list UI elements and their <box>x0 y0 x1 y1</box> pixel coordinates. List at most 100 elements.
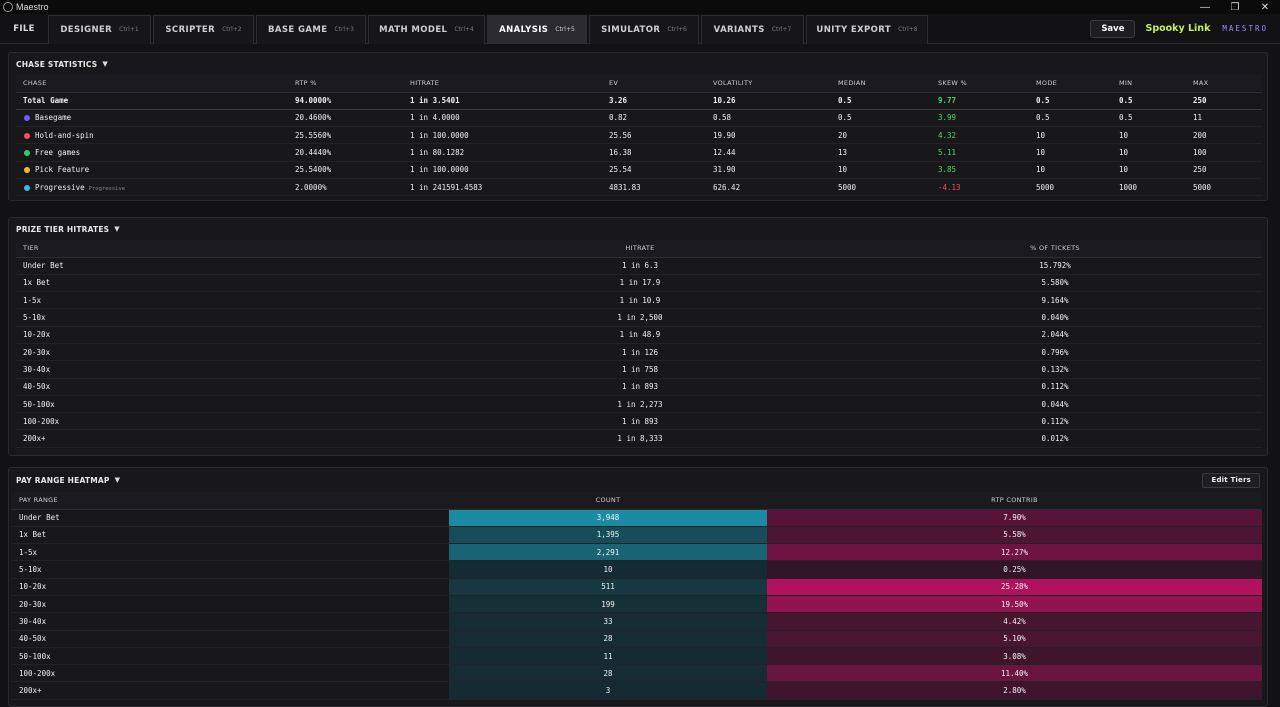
tab-shortcut: Ctrl+3 <box>334 26 354 33</box>
table-cell: 25.54 <box>602 161 706 179</box>
column-header[interactable]: HITRATE <box>403 75 602 93</box>
rtp-heat-cell: 7.90% <box>767 509 1262 527</box>
column-header[interactable]: SKEW % <box>931 75 1029 93</box>
chase-row[interactable]: Progressive Progressive 2.0000% 1 in 241591… <box>16 178 1262 197</box>
count-heat-cell: 11 <box>449 647 767 666</box>
table-cell: 16.38 <box>602 143 706 162</box>
table-cell: 1 in 17.9 <box>432 274 848 293</box>
table-cell: 10 <box>1029 143 1112 162</box>
table-cell: 1000 <box>1112 178 1186 197</box>
tab-designer[interactable]: DESIGNER Ctrl+1 <box>48 14 151 44</box>
column-header[interactable]: HITRATE <box>432 240 848 258</box>
prize-tier-panel: PRIZE TIER HITRATES ▼ TIER HITRATE% OF TI… <box>8 217 1268 456</box>
chase-row[interactable]: Hold-and-spin 25.5560% 1 in 100.0000 25.56 1… <box>16 126 1262 145</box>
table-cell: 11 <box>1186 109 1262 128</box>
column-header[interactable]: MEDIAN <box>831 75 931 93</box>
tab-shortcut: Ctrl+4 <box>454 26 474 33</box>
table-cell: 2.0000% <box>288 178 403 197</box>
tier-row: 5-10x 1 in 2,500 0.040% <box>16 308 1262 327</box>
table-cell: 1x Bet <box>16 274 432 293</box>
table-cell: 1 in 100.0000 <box>403 126 602 145</box>
table-cell: 100-200x <box>16 412 432 431</box>
column-header[interactable]: RTP CONTRIB <box>767 492 1262 510</box>
rtp-heat-cell: 5.10% <box>767 630 1262 648</box>
table-cell: 0.5 <box>1112 109 1186 128</box>
table-cell: 1 in 80.1282 <box>403 143 602 162</box>
chase-statistics-header[interactable]: CHASE STATISTICS ▼ <box>9 53 1267 75</box>
pay-range-cell: 50-100x <box>12 647 449 666</box>
tab-scripter[interactable]: SCRIPTER Ctrl+2 <box>153 14 254 44</box>
tab-variants[interactable]: VARIANTS Ctrl+7 <box>701 14 804 44</box>
series-color-dot <box>24 184 30 191</box>
chase-name-cell: Progressive Progressive <box>16 178 288 197</box>
count-heat-cell: 28 <box>449 630 767 648</box>
pay-range-cell: 10-20x <box>12 578 449 596</box>
pay-range-cell: 40-50x <box>12 630 449 648</box>
chase-tag: Progressive <box>88 185 126 192</box>
count-heat-cell: 28 <box>449 664 767 683</box>
edit-tiers-button[interactable]: Edit Tiers <box>1202 472 1260 488</box>
table-cell: 12.44 <box>706 143 831 162</box>
count-heat-cell: 10 <box>449 560 767 579</box>
chevron-down-icon[interactable]: ▼ <box>102 60 108 68</box>
heatmap-row: Under Bet 3,948 7.90% <box>12 509 1262 527</box>
column-header[interactable]: COUNT <box>449 492 767 510</box>
column-header[interactable]: RTP % <box>288 75 403 93</box>
tab-simulator[interactable]: SIMULATOR Ctrl+6 <box>589 14 699 44</box>
chase-name: Free games <box>35 148 81 158</box>
table-cell: 200x+ <box>16 429 432 448</box>
column-header[interactable]: MAX <box>1186 75 1262 93</box>
column-header[interactable]: VOLATILITY <box>706 75 831 93</box>
column-header[interactable]: CHASE <box>16 75 288 93</box>
tab-analysis[interactable]: ANALYSIS Ctrl+5 <box>487 14 587 44</box>
chase-row[interactable]: Pick Feature 25.5400% 1 in 100.0000 25.54 31… <box>16 161 1262 179</box>
project-name[interactable]: Spooky Link <box>1145 23 1211 34</box>
pay-range-cell: 5-10x <box>12 560 449 579</box>
chase-name-cell: Basegame <box>16 109 288 128</box>
tab-unity-export[interactable]: UNITY EXPORT Ctrl+8 <box>806 14 928 44</box>
column-header[interactable]: MODE <box>1029 75 1112 93</box>
table-cell: 30-40x <box>16 360 432 379</box>
table-cell: Total Game <box>16 92 288 110</box>
tab-label: ANALYSIS <box>499 24 549 35</box>
table-cell: 10 <box>1029 161 1112 179</box>
table-cell: 31.90 <box>706 161 831 179</box>
heatmap-row: 50-100x 11 3.08% <box>12 647 1262 666</box>
restore-icon[interactable]: ❐ <box>1230 1 1240 13</box>
rtp-heat-cell: 5.58% <box>767 526 1262 545</box>
table-cell: 94.0000% <box>288 92 403 110</box>
tab-base-game[interactable]: BASE GAME Ctrl+3 <box>256 14 366 44</box>
chevron-down-icon[interactable]: ▼ <box>114 225 120 233</box>
table-cell: 0.5 <box>831 109 931 128</box>
table-cell: 1 in 758 <box>432 360 848 379</box>
table-cell: -4.13 <box>931 178 1029 197</box>
chase-row[interactable]: Free games 20.4440% 1 in 80.1282 16.38 12.44… <box>16 143 1262 162</box>
app-logo-icon <box>3 2 13 12</box>
rtp-heat-cell: 25.28% <box>767 578 1262 596</box>
table-cell: 10 <box>1112 126 1186 145</box>
column-header[interactable]: MIN <box>1112 75 1186 93</box>
minimize-icon[interactable]: — <box>1200 1 1210 13</box>
column-header[interactable]: TIER <box>16 240 432 258</box>
chase-name-cell: Hold-and-spin <box>16 126 288 145</box>
column-header[interactable]: % OF TICKETS <box>848 240 1262 258</box>
window-title: Maestro <box>16 2 49 12</box>
pay-range-heatmap-header[interactable]: PAY RANGE HEATMAP ▼ Edit Tiers <box>9 468 1267 492</box>
chase-row[interactable]: Basegame 20.4600% 1 in 4.0000 0.82 0.58 0.5 3.… <box>16 109 1262 128</box>
tier-row: 100-200x 1 in 893 0.112% <box>16 412 1262 431</box>
column-header[interactable]: PAY RANGE <box>12 492 449 510</box>
tab-shortcut: Ctrl+7 <box>771 26 792 33</box>
tab-label: SIMULATOR <box>601 24 661 35</box>
table-cell: 1 in 100.0000 <box>403 161 602 179</box>
table-cell: 0.5 <box>1029 92 1112 110</box>
tab-math-model[interactable]: MATH MODEL Ctrl+4 <box>368 14 485 44</box>
prize-tier-header[interactable]: PRIZE TIER HITRATES ▼ <box>9 218 1267 240</box>
file-menu-button[interactable]: FILE <box>13 23 35 34</box>
close-icon[interactable]: ✕ <box>1260 1 1270 13</box>
save-button[interactable]: Save <box>1090 19 1136 38</box>
pay-range-cell: 1x Bet <box>12 526 449 545</box>
chevron-down-icon[interactable]: ▼ <box>114 476 121 484</box>
table-cell: 5-10x <box>16 308 432 327</box>
column-header[interactable]: EV <box>602 75 706 93</box>
heatmap-row: 5-10x 10 0.25% <box>12 560 1262 579</box>
